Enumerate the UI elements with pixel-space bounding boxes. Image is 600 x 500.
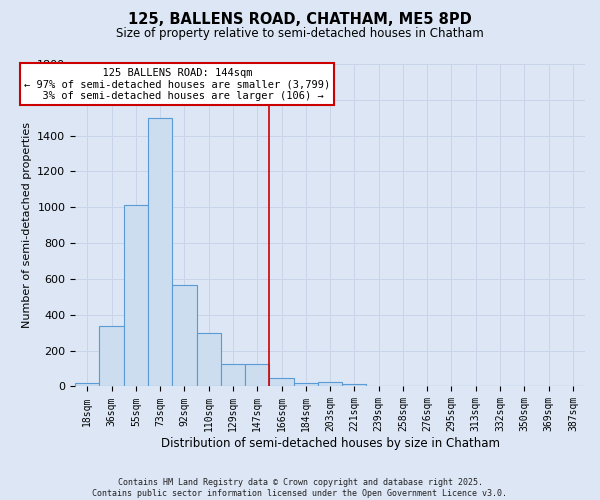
Bar xyxy=(221,364,245,386)
Bar xyxy=(293,383,318,386)
Bar xyxy=(100,326,124,386)
Bar xyxy=(172,286,197,386)
Text: Size of property relative to semi-detached houses in Chatham: Size of property relative to semi-detach… xyxy=(116,28,484,40)
Bar xyxy=(318,382,342,386)
Bar xyxy=(197,332,221,386)
Bar xyxy=(148,118,172,386)
X-axis label: Distribution of semi-detached houses by size in Chatham: Distribution of semi-detached houses by … xyxy=(161,437,500,450)
Bar xyxy=(269,378,293,386)
Bar xyxy=(245,364,269,386)
Bar xyxy=(124,204,148,386)
Text: 125, BALLENS ROAD, CHATHAM, ME5 8PD: 125, BALLENS ROAD, CHATHAM, ME5 8PD xyxy=(128,12,472,28)
Bar xyxy=(75,383,100,386)
Bar xyxy=(342,384,367,386)
Y-axis label: Number of semi-detached properties: Number of semi-detached properties xyxy=(22,122,32,328)
Text: 125 BALLENS ROAD: 144sqm  
← 97% of semi-detached houses are smaller (3,799)
  3: 125 BALLENS ROAD: 144sqm ← 97% of semi-d… xyxy=(24,68,330,101)
Text: Contains HM Land Registry data © Crown copyright and database right 2025.
Contai: Contains HM Land Registry data © Crown c… xyxy=(92,478,508,498)
